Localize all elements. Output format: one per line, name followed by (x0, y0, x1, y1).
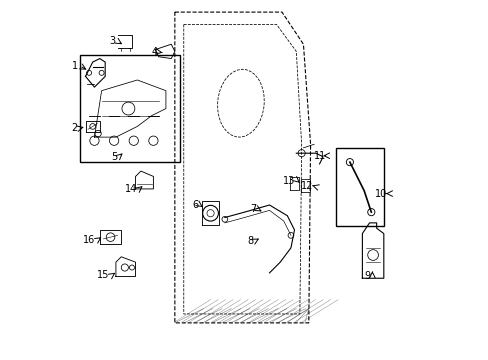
Bar (80, 55, 180, 162)
Text: 12: 12 (301, 181, 313, 192)
Text: 6: 6 (192, 200, 198, 210)
Text: 2: 2 (71, 123, 78, 133)
Text: 14: 14 (125, 184, 137, 194)
Text: 13: 13 (283, 176, 295, 186)
Text: 4: 4 (151, 47, 157, 57)
Text: 11: 11 (314, 151, 326, 161)
Text: 10: 10 (374, 189, 386, 199)
Text: 1: 1 (71, 61, 78, 71)
Text: 9: 9 (364, 271, 370, 281)
Text: 5: 5 (110, 152, 117, 162)
Text: 7: 7 (249, 204, 256, 214)
Text: 15: 15 (97, 270, 110, 280)
Text: 8: 8 (247, 236, 253, 246)
Text: 3: 3 (109, 36, 116, 46)
Bar (335, 148, 383, 226)
Text: 16: 16 (83, 235, 95, 245)
